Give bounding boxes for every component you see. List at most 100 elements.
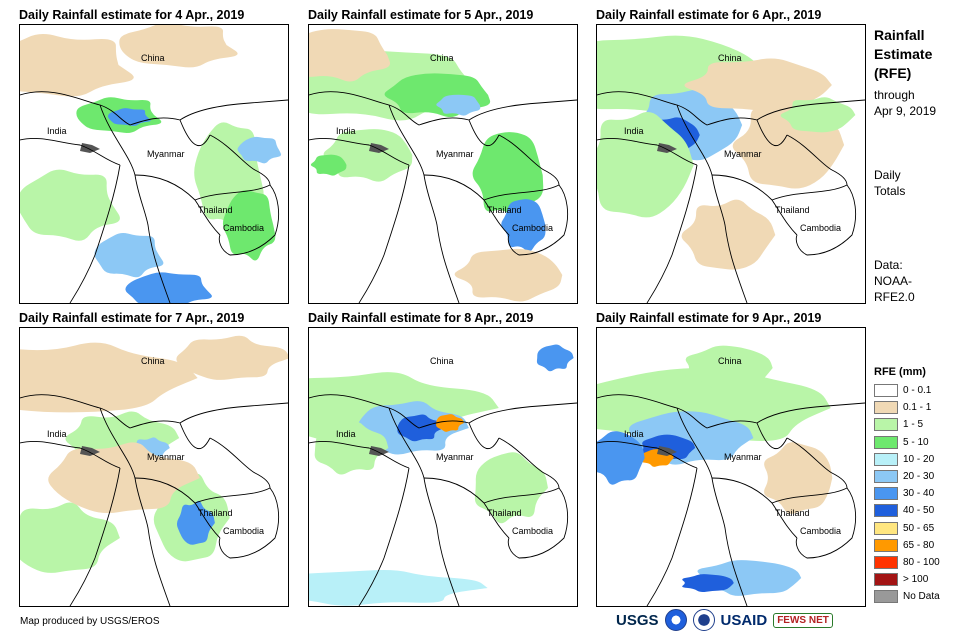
data-source-line: NOAA- [874, 274, 913, 288]
country-label-india: India [336, 126, 356, 136]
country-label-china: China [430, 356, 454, 366]
country-label-india: India [47, 126, 67, 136]
legend-label: 40 - 50 [903, 505, 935, 517]
country-border [498, 437, 560, 489]
fews-net-logo: FEWS NET [773, 612, 833, 628]
country-border [676, 407, 748, 606]
country-border [20, 137, 121, 166]
rainfall-area [314, 421, 389, 475]
legend-label: 65 - 80 [903, 539, 935, 551]
rainfall-area [20, 342, 198, 413]
rainfall-map: China India Myanmar Thailand Cambodia [19, 327, 289, 607]
legend-item: > 100 [874, 572, 928, 587]
country-label-thailand: Thailand [775, 508, 810, 518]
legend-label: 20 - 30 [903, 471, 935, 482]
country-border [786, 134, 848, 186]
noaa-logo-icon [664, 609, 687, 631]
rainfall-area [681, 199, 776, 270]
sidebar-title-line: (RFE) [874, 65, 912, 81]
legend-swatch [874, 452, 898, 466]
country-label-india: India [624, 126, 644, 136]
country-border [423, 477, 510, 539]
country-border [69, 164, 121, 303]
country-border [209, 437, 271, 489]
country-border [468, 119, 500, 147]
country-border [179, 119, 211, 147]
country-label-thailand: Thailand [487, 205, 522, 215]
legend-item: 50 - 65 [874, 521, 934, 536]
country-border [423, 174, 510, 236]
legend-swatch [874, 435, 898, 449]
country-border [20, 91, 288, 126]
legend-swatch [874, 573, 898, 587]
country-border [756, 119, 788, 147]
country-border [498, 134, 560, 186]
country-label-cambodia: Cambodia [512, 526, 554, 536]
data-source-line: RFE2.0 [874, 290, 915, 304]
legend-item: 65 - 80 [874, 538, 934, 553]
country-border [771, 487, 857, 559]
map-canvas [309, 29, 577, 303]
country-label-india: India [47, 429, 67, 439]
usaid-logo: USAID [720, 611, 768, 629]
country-border [179, 422, 211, 450]
legend-label: 1 - 5 [903, 419, 924, 431]
country-border [99, 104, 171, 303]
country-border [69, 467, 121, 606]
rainfall-area [237, 136, 282, 164]
country-border [134, 477, 221, 539]
country-border [597, 394, 865, 429]
rainfall-map: China India Myanmar Thailand Cambodia [308, 24, 578, 304]
rainfall-area [176, 500, 215, 545]
legend-label: 80 - 100 [903, 557, 940, 568]
delta-water [369, 143, 389, 153]
sidebar-daily: Daily Totals [874, 167, 905, 199]
panel-title: Daily Rainfall estimate for 9 Apr., 2019 [596, 311, 822, 325]
country-label-cambodia: Cambodia [223, 223, 265, 233]
map-canvas [20, 335, 288, 606]
rainfall-area [309, 570, 488, 606]
rainfall-area [682, 574, 734, 592]
country-border [646, 467, 698, 606]
rainfall-area [597, 431, 645, 485]
rainfall-area [20, 169, 120, 241]
country-border [20, 440, 121, 469]
legend-label: > 100 [903, 574, 929, 586]
legend-item: 20 - 30 [874, 469, 934, 484]
legend-item: 5 - 10 [874, 435, 929, 450]
country-border [358, 467, 410, 606]
country-border [134, 174, 221, 236]
country-border [771, 184, 857, 256]
legend-swatch [874, 504, 898, 518]
usaid-seal-icon [692, 609, 715, 631]
rainfall-area [309, 29, 391, 82]
legend-item: 40 - 50 [874, 503, 934, 518]
legend-item: 0 - 0.1 [874, 383, 931, 398]
country-label-china: China [718, 53, 742, 63]
delta-water [80, 446, 100, 456]
rainfall-area [48, 442, 200, 514]
rainfall-map: China India Myanmar Thailand Cambodia [19, 24, 289, 304]
rainfall-area [436, 94, 481, 116]
country-label-china: China [430, 53, 454, 63]
country-label-myanmar: Myanmar [436, 452, 474, 462]
legend-item: No Data [874, 589, 940, 604]
legend-label: No Data [903, 591, 940, 603]
country-border [309, 137, 410, 166]
country-label-myanmar: Myanmar [436, 149, 474, 159]
country-label-thailand: Thailand [198, 205, 233, 215]
map-credit: Map produced by USGS/EROS [20, 616, 160, 627]
legend-swatch [874, 384, 898, 397]
country-border [358, 164, 410, 303]
map-canvas [597, 345, 865, 606]
country-label-india: India [336, 429, 356, 439]
country-label-cambodia: Cambodia [800, 223, 842, 233]
country-border [194, 487, 280, 559]
rainfall-area [764, 442, 833, 514]
country-border [756, 422, 788, 450]
country-border [646, 164, 698, 303]
panel-title: Daily Rainfall estimate for 8 Apr., 2019 [308, 311, 534, 325]
country-border [711, 477, 798, 539]
rainfall-area [20, 502, 120, 573]
country-label-thailand: Thailand [487, 508, 522, 518]
